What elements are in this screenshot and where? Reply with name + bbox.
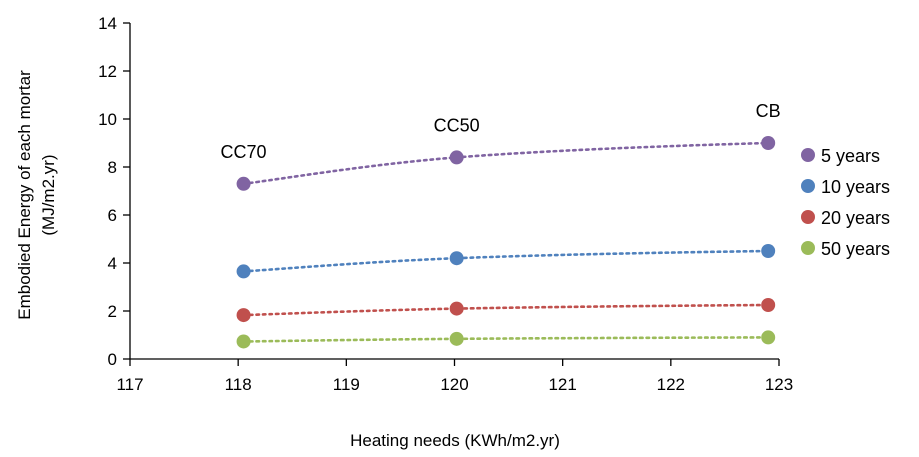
y-axis-title: Embodied Energy of each mortar (MJ/m2.yr…	[15, 70, 58, 320]
y-tick-label: 12	[98, 62, 117, 81]
x-tick-label: 117	[116, 375, 143, 394]
y-tick-label: 8	[108, 158, 117, 177]
data-point	[449, 150, 464, 165]
data-point	[449, 331, 464, 346]
x-tick-label: 118	[225, 375, 252, 394]
legend-label: 10 years	[821, 177, 890, 197]
legend-marker	[801, 210, 815, 224]
data-point	[449, 251, 464, 266]
legend-label: 20 years	[821, 208, 890, 228]
point-label: CC50	[434, 115, 480, 135]
data-points	[236, 136, 776, 349]
data-point	[761, 330, 776, 345]
legend-label: 5 years	[821, 146, 880, 166]
point-label: CC70	[221, 142, 267, 162]
legend-marker	[801, 148, 815, 162]
trendlines	[242, 141, 770, 343]
legend-item: 20 years	[801, 208, 890, 228]
legend-item: 5 years	[801, 146, 880, 166]
legend-label: 50 years	[821, 239, 890, 259]
x-tick-label: 122	[657, 375, 685, 394]
y-tick-label: 0	[108, 350, 117, 369]
y-tick-label: 14	[98, 14, 117, 33]
trendline	[242, 336, 770, 343]
trendline	[242, 303, 770, 317]
y-axis: 0 2 4 6 8 10 12 14	[98, 14, 131, 369]
data-point	[236, 176, 251, 191]
data-point	[236, 308, 251, 323]
data-point	[761, 298, 776, 312]
x-axis-title: Heating needs (KWh/m2.yr)	[350, 431, 560, 450]
trendline	[242, 249, 770, 273]
data-point	[761, 136, 776, 150]
x-tick-label: 123	[765, 375, 793, 394]
point-labels: CC70 CC50 CB	[221, 101, 781, 162]
data-point	[236, 264, 251, 279]
x-tick-label: 120	[440, 375, 468, 394]
y-tick-label: 4	[108, 254, 117, 273]
x-tick-label: 119	[333, 375, 360, 394]
data-point	[761, 244, 776, 258]
data-point	[236, 334, 251, 349]
legend-marker	[801, 179, 815, 193]
y-tick-label: 2	[108, 302, 117, 321]
legend-item: 10 years	[801, 177, 890, 197]
y-axis-title-line-1: Embodied Energy of each mortar	[15, 70, 34, 320]
trendline	[242, 141, 770, 186]
data-point	[449, 301, 464, 316]
point-label: CB	[756, 101, 781, 121]
legend-item: 50 years	[801, 239, 890, 259]
y-tick-label: 6	[108, 206, 117, 225]
legend-marker	[801, 241, 815, 255]
x-tick-label: 121	[548, 375, 576, 394]
x-axis: 117 118 119 120 121 122 123	[116, 358, 793, 394]
legend: 5 years 10 years 20 years 50 years	[801, 146, 890, 259]
y-axis-title-line-2: (MJ/m2.yr)	[39, 154, 58, 235]
y-tick-label: 10	[98, 110, 117, 129]
